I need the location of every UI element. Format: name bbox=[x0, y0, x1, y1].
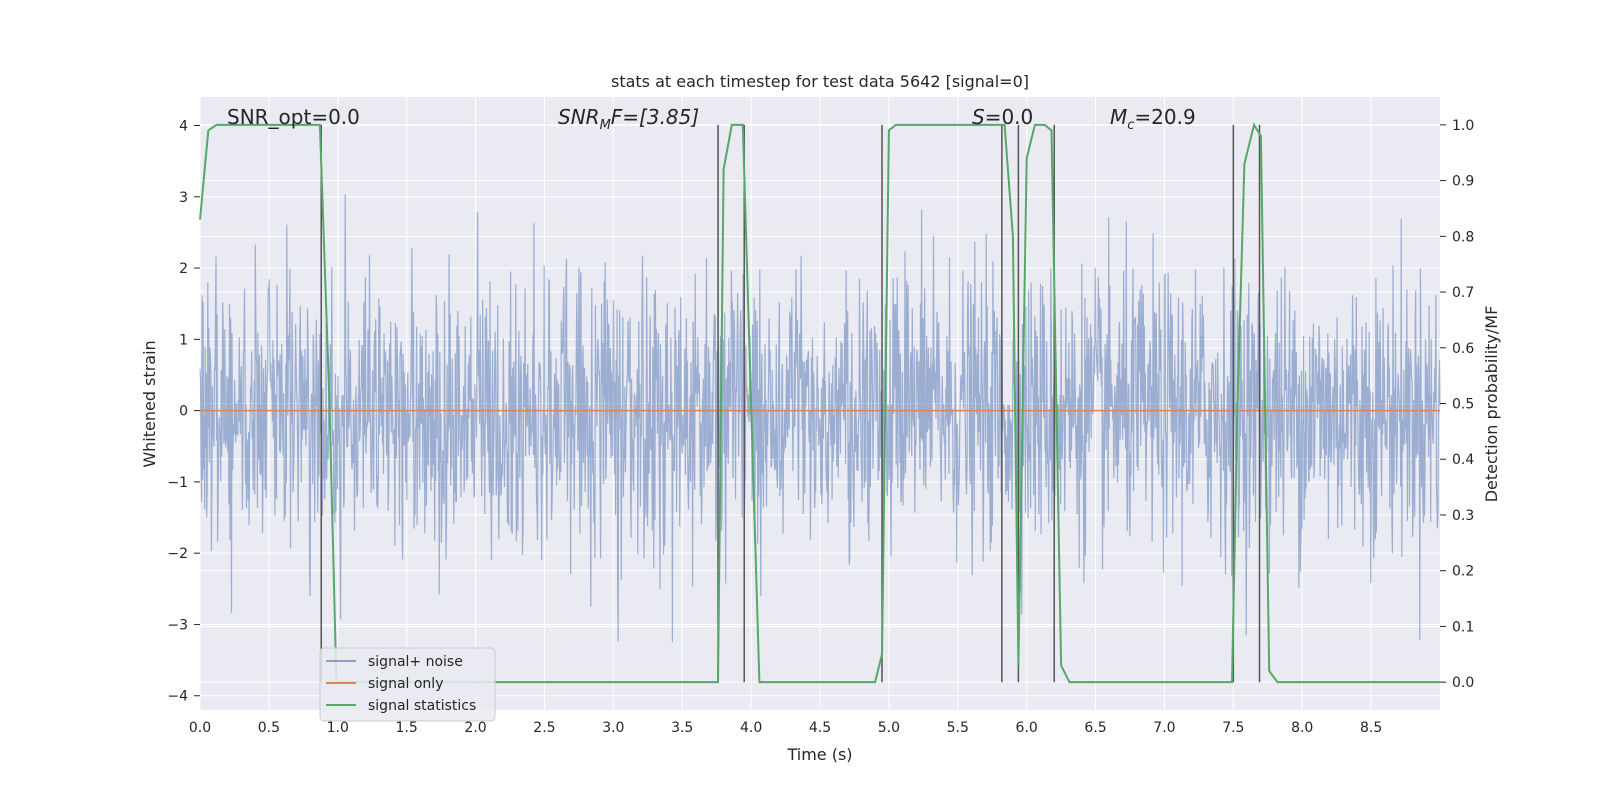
x-tick-label: 7.0 bbox=[1153, 720, 1175, 736]
legend-label-signal-noise: signal+ noise bbox=[368, 654, 463, 670]
x-tick-label: 3.0 bbox=[602, 720, 624, 736]
x-tick-label: 1.5 bbox=[396, 720, 418, 736]
y-tick-label: 2 bbox=[179, 261, 188, 277]
annotation-snr-mf-base: SNR bbox=[558, 105, 600, 129]
x-tick-label: 4.0 bbox=[740, 720, 762, 736]
x-tick-label: 4.5 bbox=[809, 720, 831, 736]
y-tick-label: −2 bbox=[167, 546, 188, 562]
ticks: 0.0 0.5 1.0 1.5 2.0 2.5 3.0 3.5 4.0 4.5 5.0 5.5 6.0 6… bbox=[167, 118, 1474, 736]
y-tick-label: −1 bbox=[167, 475, 188, 491]
y-tick-label: 4 bbox=[179, 119, 188, 135]
x-tick-label: 6.0 bbox=[1016, 720, 1038, 736]
annotation-s-value: =0.0 bbox=[985, 105, 1034, 129]
annotation-snr-mf-rest: F=[3.85] bbox=[611, 105, 699, 129]
y-axis-label: Whitened strain bbox=[140, 340, 159, 467]
y-right-tick-label: 0.3 bbox=[1452, 508, 1474, 524]
y-right-tick-label: 0.1 bbox=[1452, 619, 1474, 635]
x-tick-label: 7.5 bbox=[1222, 720, 1244, 736]
annotation-mc-sub: c bbox=[1127, 118, 1134, 133]
y-tick-label: −4 bbox=[167, 689, 188, 705]
x-tick-label: 5.5 bbox=[947, 720, 969, 736]
x-tick-label: 6.5 bbox=[1084, 720, 1106, 736]
x-tick-label: 1.0 bbox=[327, 720, 349, 736]
x-tick-label: 8.5 bbox=[1360, 720, 1382, 736]
annotation-s: S=0.0 bbox=[972, 105, 1033, 129]
x-tick-label: 2.0 bbox=[464, 720, 486, 736]
y-right-tick-label: 0.2 bbox=[1452, 564, 1474, 580]
x-tick-label: 2.5 bbox=[533, 720, 555, 736]
x-tick-label: 0.5 bbox=[258, 720, 280, 736]
x-tick-label: 0.0 bbox=[189, 720, 211, 736]
y-right-tick-label: 0.8 bbox=[1452, 229, 1474, 245]
x-tick-label: 3.5 bbox=[671, 720, 693, 736]
legend-label-signal-only: signal only bbox=[368, 676, 443, 692]
x-tick-label: 5.0 bbox=[878, 720, 900, 736]
y-right-tick-label: 0.7 bbox=[1452, 285, 1474, 301]
annotation-mc-value: =20.9 bbox=[1134, 105, 1195, 129]
annotation-mc-base: M bbox=[1110, 105, 1127, 129]
y-right-tick-label: 1.0 bbox=[1452, 118, 1474, 134]
x-tick-label: 8.0 bbox=[1291, 720, 1313, 736]
signal-statistics-line bbox=[199, 122, 1440, 684]
annotation-snr-mf: SNRMF=[3.85] bbox=[558, 105, 699, 133]
y-axis-right-label: Detection probability/MF bbox=[1482, 306, 1501, 503]
chart-title: stats at each timestep for test data 564… bbox=[611, 72, 1029, 91]
y-right-tick-label: 0.0 bbox=[1452, 675, 1474, 691]
legend: signal+ noise signal only signal statist… bbox=[319, 647, 496, 722]
y-right-tick-label: 0.6 bbox=[1452, 341, 1474, 357]
y-right-tick-label: 0.9 bbox=[1452, 174, 1474, 190]
annotation-s-label: S bbox=[972, 105, 985, 129]
annotation-snr-mf-sub: M bbox=[600, 118, 611, 133]
y-right-tick-label: 0.5 bbox=[1452, 397, 1474, 413]
legend-label-signal-statistics: signal statistics bbox=[368, 698, 476, 714]
annotation-snr-opt: SNR_opt=0.0 bbox=[227, 105, 360, 129]
signal-statistics-series bbox=[199, 122, 1440, 684]
y-tick-label: 0 bbox=[179, 404, 188, 420]
y-tick-label: 3 bbox=[179, 190, 188, 206]
legend-box bbox=[319, 647, 496, 722]
y-tick-label: −3 bbox=[167, 617, 188, 633]
x-axis-label: Time (s) bbox=[786, 745, 852, 764]
y-tick-label: 1 bbox=[179, 332, 188, 348]
y-right-tick-label: 0.4 bbox=[1452, 452, 1474, 468]
annotation-mc: Mc=20.9 bbox=[1110, 105, 1196, 133]
